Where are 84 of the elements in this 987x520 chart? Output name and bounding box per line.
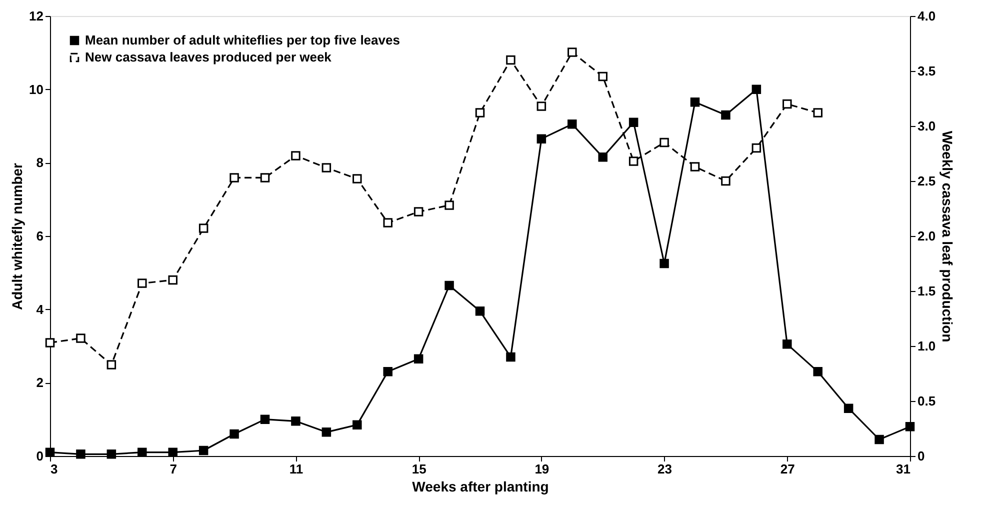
point: [45, 338, 55, 348]
y-axis-title: Adult whitefly number: [9, 162, 26, 310]
point: [506, 55, 516, 65]
x-tick-label: 31: [896, 462, 910, 476]
x-tick-label: 19: [534, 462, 550, 476]
point: [660, 138, 669, 148]
y2-tick-label: 0.5: [918, 394, 936, 408]
point: [322, 428, 332, 437]
point: [168, 448, 178, 457]
point: [352, 420, 362, 430]
point: [322, 163, 332, 172]
y-tick-label: 0: [36, 448, 44, 464]
point: [813, 108, 822, 118]
point: [690, 98, 700, 107]
point: [905, 422, 915, 432]
point: [230, 429, 239, 439]
point: [690, 162, 700, 172]
point: [598, 72, 608, 82]
x-tick-label: 3: [50, 462, 58, 476]
y2-tick-label: 2.5: [918, 174, 936, 188]
point: [475, 108, 485, 118]
point: [444, 280, 454, 290]
point: [260, 173, 270, 182]
legend-label: Mean number of adult whiteflies per top five leaves: [85, 32, 400, 48]
point: [628, 118, 638, 127]
x-tick-label: 11: [289, 462, 304, 476]
point: [106, 360, 116, 370]
y-tick-label: 2: [36, 375, 44, 390]
y2-tick-label: 3.5: [918, 64, 936, 78]
y-tick-label: 10: [29, 82, 44, 97]
point: [536, 134, 546, 144]
point: [721, 176, 730, 186]
point: [844, 404, 854, 413]
point: [874, 434, 884, 444]
x-axis-title: Weeks after planting: [412, 478, 549, 494]
point: [138, 278, 147, 288]
point: [752, 84, 762, 94]
point: [782, 340, 792, 349]
legend-label: New cassava leaves produced per week: [85, 50, 332, 64]
y2-tick-label: 3.0: [918, 118, 936, 134]
y2-tick-label: 1.0: [918, 338, 936, 354]
y-tick-label: 12: [29, 8, 44, 24]
y2-axis-title: Weekly cassava leaf production: [940, 130, 956, 342]
point: [76, 450, 86, 459]
point: [45, 448, 55, 457]
point: [383, 367, 392, 376]
point: [414, 207, 424, 216]
point: [352, 174, 362, 184]
point: [291, 416, 300, 426]
point: [752, 143, 762, 153]
y2-tick-label: 2.0: [918, 228, 936, 244]
x-tick-label: 27: [780, 462, 795, 476]
x-tick-label: 7: [170, 462, 177, 476]
point: [198, 224, 208, 233]
point: [106, 450, 116, 459]
y2-tick-label: 0: [918, 448, 925, 464]
point: [138, 448, 147, 457]
point: [721, 110, 730, 120]
point: [506, 352, 516, 362]
point: [536, 102, 546, 111]
point: [475, 306, 485, 316]
y-tick-label: 8: [36, 155, 44, 170]
y-tick-label: 4: [36, 302, 44, 317]
point: [198, 446, 208, 456]
point: [660, 258, 669, 268]
x-tick-label: 23: [658, 462, 672, 476]
point: [168, 275, 178, 285]
y-tick-label: 6: [36, 228, 44, 244]
point: [568, 120, 577, 129]
y2-tick-label: 1.5: [918, 284, 936, 298]
point: [813, 367, 822, 376]
point: [230, 173, 239, 182]
point: [291, 151, 300, 160]
point: [444, 200, 454, 210]
point: [628, 156, 638, 166]
point: [383, 218, 392, 228]
point: [76, 334, 86, 343]
point: [414, 354, 424, 364]
point: [782, 99, 792, 109]
point: [260, 414, 270, 424]
point: [568, 48, 577, 57]
y2-tick-label: 4.0: [918, 8, 936, 24]
x-tick-label: 15: [412, 462, 426, 476]
point: [598, 152, 608, 162]
